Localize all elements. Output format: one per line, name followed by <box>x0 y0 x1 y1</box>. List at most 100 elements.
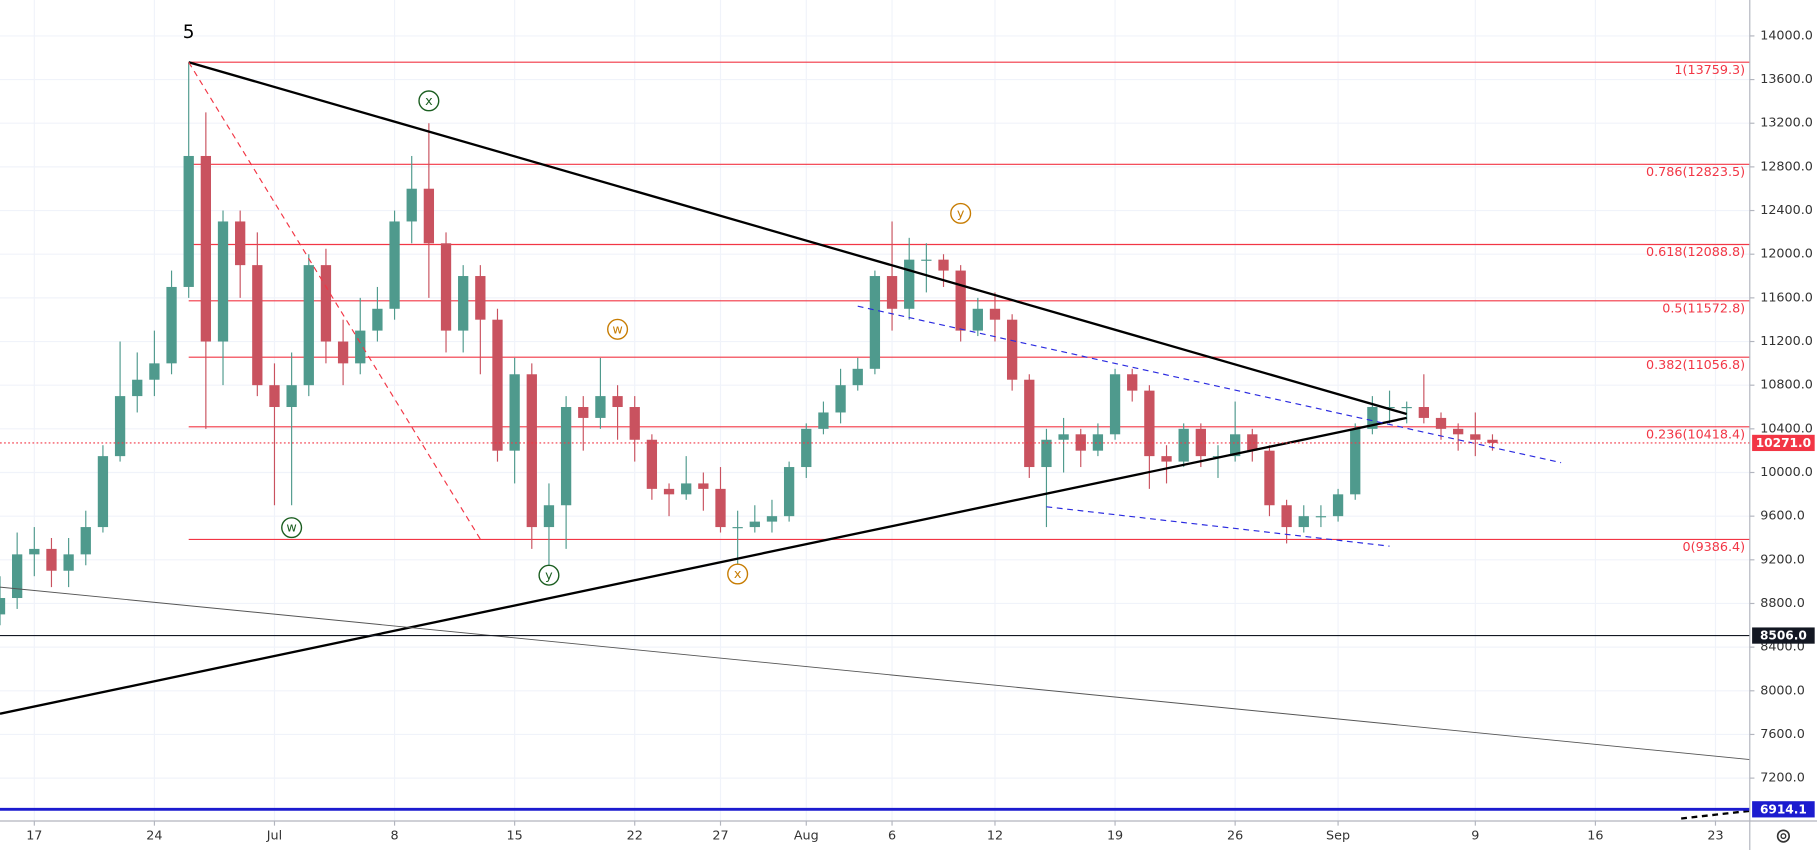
y-tick-label: 9200.0 <box>1760 552 1805 567</box>
candle-body <box>372 308 383 331</box>
x-tick-label: 23 <box>1707 829 1723 844</box>
x-tick-label: 17 <box>26 829 42 844</box>
candle-body <box>217 221 229 342</box>
price-badge <box>1752 627 1815 644</box>
candle-body <box>114 396 126 457</box>
candle-body <box>818 412 829 429</box>
trendline <box>188 61 1408 416</box>
fib-label: 0.236(10418.4) <box>1646 427 1745 442</box>
price-badge-label: 10271.0 <box>1756 436 1811 450</box>
x-tick-label: 22 <box>627 829 643 844</box>
candle-body <box>732 527 743 529</box>
wave-label: w <box>286 521 296 536</box>
x-tick-label: 6 <box>888 829 896 844</box>
candle-body <box>12 554 23 599</box>
candle-body <box>1247 434 1258 451</box>
candle-body <box>783 467 795 517</box>
wave-label: y <box>957 206 965 221</box>
candle-body <box>1178 428 1189 462</box>
candle-body <box>1487 439 1498 443</box>
x-tick-label: 27 <box>712 829 728 844</box>
candle-body <box>972 308 983 331</box>
candle-body <box>1006 319 1018 380</box>
settings-icon[interactable] <box>1776 829 1790 843</box>
candle-body <box>1144 390 1155 457</box>
y-tick-label: 14000.0 <box>1760 28 1813 43</box>
candle-body <box>166 286 177 364</box>
x-tick-label: Jul <box>266 829 282 844</box>
wave-label: x <box>734 567 742 582</box>
candle-body <box>389 221 400 309</box>
candle-body <box>46 548 57 571</box>
candle-body <box>1332 494 1344 517</box>
x-tick-label: 16 <box>1587 829 1603 844</box>
candle-body <box>715 488 726 528</box>
y-tick-label: 7200.0 <box>1760 771 1805 786</box>
candle-body <box>29 548 40 555</box>
wave-label: x <box>425 94 433 109</box>
candle-body <box>646 439 658 489</box>
candle-body <box>1470 434 1481 440</box>
candle-body <box>475 276 486 320</box>
candle-body <box>612 396 623 408</box>
price-badge <box>1752 434 1815 452</box>
candle-body <box>183 155 194 287</box>
fib-label: 1(13759.3) <box>1674 63 1745 78</box>
x-tick-label: 24 <box>146 829 162 844</box>
candle-body <box>543 505 555 528</box>
candle-body <box>1109 374 1121 435</box>
candle-body <box>766 516 778 522</box>
candle-body <box>1350 428 1361 495</box>
wave-circle <box>538 564 560 586</box>
price-badge-label: 6914.1 <box>1760 802 1807 816</box>
candle-body <box>1384 407 1395 409</box>
y-tick-label: 10400.0 <box>1760 421 1813 436</box>
candle-body <box>1092 434 1104 451</box>
fib-label: 0.382(11056.8) <box>1646 358 1745 373</box>
candle-body <box>1418 407 1429 418</box>
candle-body <box>1024 379 1035 468</box>
candle-body <box>509 374 520 451</box>
candle-body <box>1298 516 1309 528</box>
gear-hub[interactable] <box>1780 833 1787 840</box>
wave-circle <box>950 202 972 224</box>
candle-body <box>320 265 332 342</box>
y-tick-label: 7600.0 <box>1760 727 1805 742</box>
y-tick-label: 10800.0 <box>1760 378 1813 393</box>
price-badge <box>1752 801 1815 818</box>
wave-label: w <box>612 322 622 337</box>
x-tick-label: 8 <box>390 829 398 844</box>
x-tick-label: 19 <box>1107 829 1123 844</box>
wave-circle <box>607 318 629 340</box>
candle-body <box>989 308 1001 320</box>
x-tick-label: 26 <box>1227 829 1243 844</box>
candle-body <box>440 243 452 331</box>
plot: 1(13759.3) 0.786(12823.5) 0.618(12088.8) 0.… <box>0 22 1750 820</box>
wave-circle <box>418 90 440 112</box>
candle-body <box>1127 374 1138 391</box>
x-tick-label: Sep <box>1326 829 1350 844</box>
candle-body <box>1367 407 1378 429</box>
y-tick-label: 12800.0 <box>1760 159 1813 174</box>
candle-body <box>1435 417 1447 429</box>
candle-body <box>149 363 160 380</box>
y-tick-label: 11200.0 <box>1760 334 1813 349</box>
x-tick-label: Aug <box>794 829 819 844</box>
trendline <box>857 305 1562 464</box>
candle-body <box>286 385 297 408</box>
y-tick-label: 10000.0 <box>1760 465 1813 480</box>
wave-label: y <box>545 568 553 583</box>
candle-body <box>355 330 366 364</box>
candle-body <box>869 276 881 369</box>
candle-body <box>235 221 246 266</box>
candle-body <box>492 319 503 451</box>
candle-body <box>200 155 212 342</box>
x-tick-label: 15 <box>507 829 523 844</box>
wave-circle <box>727 563 749 585</box>
gear[interactable] <box>1776 829 1790 843</box>
y-tick-label: 8800.0 <box>1760 596 1805 611</box>
candle-body <box>852 368 863 386</box>
trendline <box>0 586 1750 761</box>
